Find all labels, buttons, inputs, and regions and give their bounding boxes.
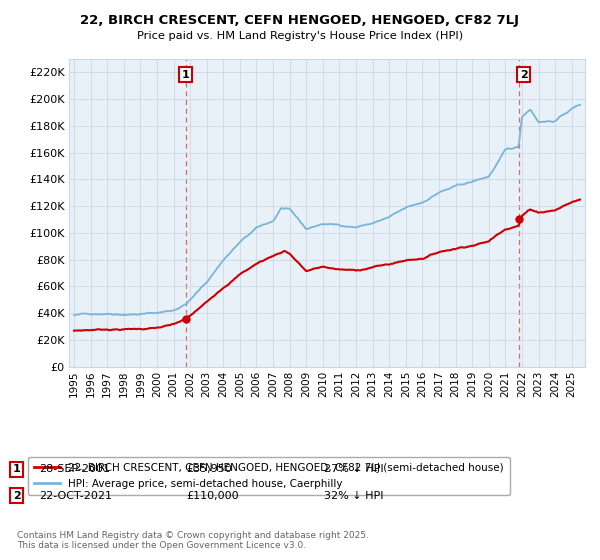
Text: 1: 1: [13, 464, 20, 474]
Legend: 22, BIRCH CRESCENT, CEFN HENGOED, HENGOED, CF82 7LJ (semi-detached house), HPI: : 22, BIRCH CRESCENT, CEFN HENGOED, HENGOE…: [28, 457, 510, 495]
Text: Price paid vs. HM Land Registry's House Price Index (HPI): Price paid vs. HM Land Registry's House …: [137, 31, 463, 41]
Text: 22-OCT-2021: 22-OCT-2021: [39, 491, 112, 501]
Text: 2: 2: [13, 491, 20, 501]
Text: 28-SEP-2001: 28-SEP-2001: [39, 464, 110, 474]
Text: 2: 2: [520, 70, 527, 80]
Text: 32% ↓ HPI: 32% ↓ HPI: [324, 491, 383, 501]
Text: 22, BIRCH CRESCENT, CEFN HENGOED, HENGOED, CF82 7LJ: 22, BIRCH CRESCENT, CEFN HENGOED, HENGOE…: [80, 14, 520, 27]
Text: 27% ↓ HPI: 27% ↓ HPI: [324, 464, 383, 474]
Text: £110,000: £110,000: [186, 491, 239, 501]
Text: £35,950: £35,950: [186, 464, 232, 474]
Text: 1: 1: [182, 70, 190, 80]
Text: Contains HM Land Registry data © Crown copyright and database right 2025.
This d: Contains HM Land Registry data © Crown c…: [17, 530, 368, 550]
